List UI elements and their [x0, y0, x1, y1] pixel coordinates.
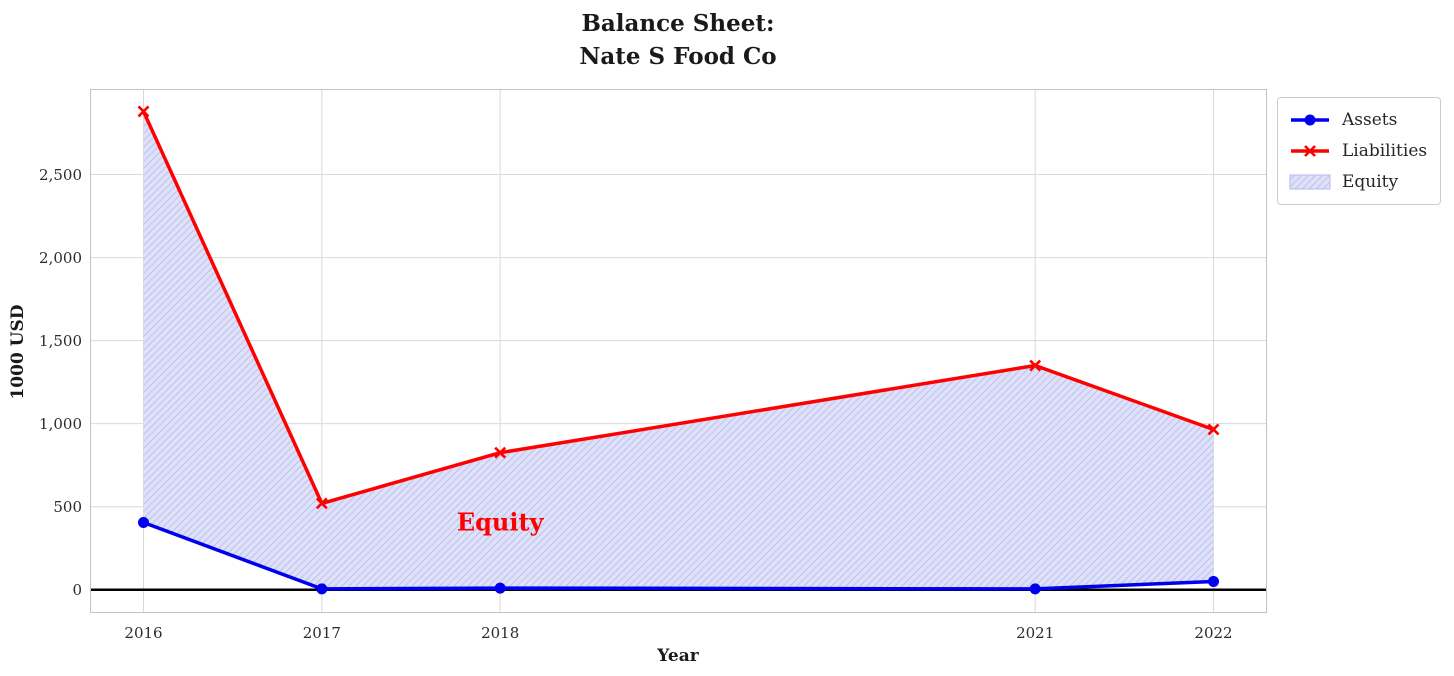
x-tick-label: 2016 [124, 624, 163, 642]
legend-label-assets: Assets [1342, 110, 1398, 130]
y-tick-label: 2,500 [39, 165, 82, 184]
liabilities-line-icon [1291, 145, 1329, 157]
plot-area: Equity [90, 89, 1267, 613]
chart-title: Balance Sheet: Nate S Food Co [378, 7, 978, 73]
liabilities-marker [1207, 423, 1220, 436]
y-tick-label: 1,000 [39, 414, 82, 433]
plot-border [90, 89, 1267, 613]
liabilities-marker [494, 446, 507, 459]
y-tick-label: 2,000 [39, 248, 82, 267]
legend-item-equity: Equity [1289, 169, 1427, 195]
chart-title-line2: Nate S Food Co [579, 43, 777, 70]
chart-title-line1: Balance Sheet: [581, 10, 775, 37]
x-tick-label: 2021 [1016, 624, 1055, 642]
equity-fill-area [143, 111, 1214, 589]
legend-item-assets: Assets [1289, 107, 1427, 133]
assets-marker [494, 582, 506, 594]
equity-annotation: Equity [456, 507, 544, 537]
liabilities-marker [137, 105, 150, 118]
x-tick-label: 2017 [302, 624, 341, 642]
legend-item-liabilities: Liabilities [1289, 138, 1427, 164]
legend: Assets Liabilities Equity [1277, 97, 1442, 205]
y-tick-label: 0 [72, 580, 82, 599]
x-axis-label: Year [657, 646, 699, 666]
x-tick-label: 2022 [1194, 624, 1233, 642]
equity-patch-icon [1289, 174, 1331, 190]
legend-label-equity: Equity [1342, 172, 1399, 192]
assets-line-icon [1291, 114, 1329, 126]
assets-marker [138, 516, 149, 528]
x-tick-label: 2018 [481, 624, 520, 642]
assets-marker [316, 583, 328, 595]
y-tick-label: 500 [53, 497, 82, 516]
legend-label-liabilities: Liabilities [1342, 141, 1428, 161]
y-tick-label: 1,500 [39, 331, 82, 350]
assets-marker [1208, 575, 1219, 587]
chart-canvas [90, 89, 1267, 613]
assets-marker [1029, 583, 1041, 595]
liabilities-marker [315, 497, 328, 510]
liabilities-marker [1029, 359, 1042, 372]
